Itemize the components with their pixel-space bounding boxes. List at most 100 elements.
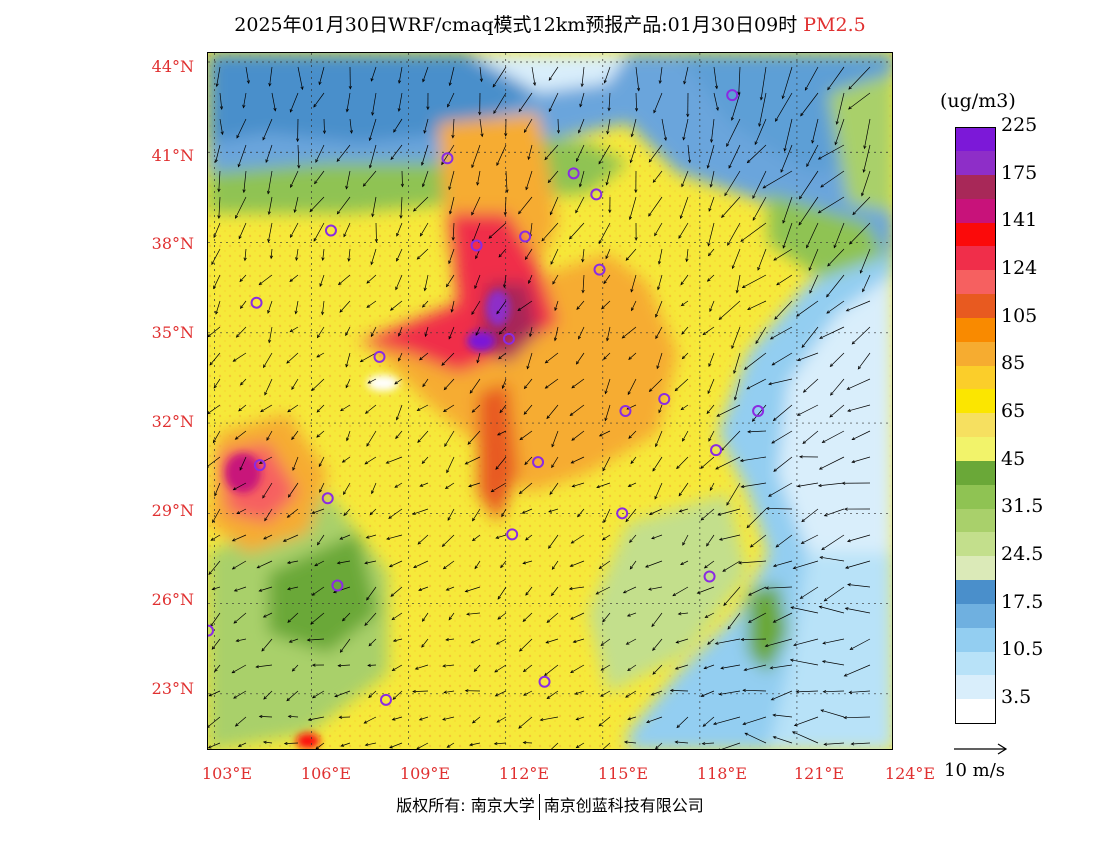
city-marker[interactable]	[726, 89, 739, 102]
city-marker[interactable]	[710, 444, 723, 457]
wind-arrow	[631, 300, 637, 312]
wind-arrow	[234, 716, 247, 727]
city-marker[interactable]	[321, 492, 334, 505]
wind-arrow	[797, 352, 819, 362]
wind-arrow	[634, 92, 639, 112]
wind-arrow	[726, 482, 741, 506]
wind-arrow	[231, 664, 247, 674]
wind-arrow	[578, 326, 585, 340]
wind-arrow	[264, 378, 273, 396]
wind-arrow	[603, 274, 611, 285]
city-marker[interactable]	[506, 528, 519, 541]
colorbar-swatch	[955, 532, 995, 557]
city-marker[interactable]	[470, 239, 483, 252]
wind-arrow	[268, 66, 273, 87]
wind-arrow	[416, 404, 429, 411]
wind-arrow	[419, 482, 429, 487]
wind-arrow	[469, 378, 481, 394]
wind-arrow	[658, 404, 663, 414]
city-marker[interactable]	[619, 405, 632, 418]
wind-arrow	[603, 508, 611, 524]
wind-arrow	[598, 560, 611, 570]
city-marker[interactable]	[593, 263, 606, 276]
wind-arrow	[291, 664, 299, 672]
wind-arrow	[707, 638, 715, 645]
colorbar-swatch	[955, 317, 995, 342]
wind-arrow	[213, 274, 221, 290]
city-marker[interactable]	[532, 456, 545, 469]
city-marker[interactable]	[253, 459, 266, 472]
wind-arrow	[569, 404, 585, 416]
lon-label: 103°E	[201, 764, 253, 783]
wind-arrow	[681, 352, 689, 360]
wind-arrow	[850, 742, 871, 746]
wind-arrow	[473, 664, 481, 672]
city-marker[interactable]	[331, 579, 344, 592]
wind-arrow	[771, 430, 793, 444]
city-marker[interactable]	[538, 675, 551, 688]
wind-arrow	[311, 508, 325, 514]
city-marker[interactable]	[590, 188, 603, 201]
wind-vectors	[208, 66, 871, 749]
wind-arrow	[817, 482, 845, 488]
wind-arrow	[524, 248, 533, 261]
wind-arrow	[827, 66, 845, 91]
colorbar-swatch	[955, 222, 995, 247]
wind-arrow	[844, 507, 871, 511]
wind-arrow	[799, 170, 819, 200]
wind-arrow	[845, 300, 871, 312]
wind-arrow	[261, 638, 273, 652]
wind-arrow	[630, 456, 637, 465]
city-marker[interactable]	[441, 152, 454, 165]
colorbar-tick-label: 31.5	[1001, 495, 1044, 518]
wind-arrow	[448, 196, 455, 215]
wind-arrow	[287, 586, 299, 591]
wind-arrow	[289, 92, 299, 113]
pm25-forecast-map[interactable]	[207, 52, 893, 750]
wind-arrow	[442, 716, 455, 721]
wind-arrow	[628, 430, 637, 439]
wind-arrow	[419, 222, 429, 237]
wind-arrow	[398, 352, 403, 362]
wind-arrow	[851, 326, 871, 345]
city-marker[interactable]	[567, 167, 580, 180]
wind-arrow	[626, 612, 637, 617]
wind-arrow	[505, 170, 509, 194]
wind-arrow	[366, 300, 377, 308]
wind-arrow	[362, 170, 377, 187]
city-marker[interactable]	[519, 230, 532, 243]
city-marker[interactable]	[502, 332, 515, 345]
wind-arrow	[746, 144, 767, 164]
wind-arrow	[598, 430, 611, 437]
city-marker[interactable]	[208, 624, 214, 637]
city-marker[interactable]	[373, 350, 386, 363]
city-marker[interactable]	[250, 296, 263, 309]
wind-arrow	[371, 92, 377, 116]
wind-arrow	[367, 663, 377, 667]
city-marker[interactable]	[658, 392, 671, 405]
wind-arrow	[468, 482, 481, 488]
wind-arrow	[648, 196, 663, 217]
wind-arrow	[321, 248, 325, 262]
wind-arrow	[265, 144, 273, 164]
wind-arrow	[819, 556, 845, 562]
wind-arrow	[733, 352, 741, 375]
city-marker[interactable]	[616, 507, 629, 520]
title-main: 2025年01月30日WRF/cmaq模式12km预报产品:01月30日09时	[234, 14, 798, 36]
wind-arrow	[578, 170, 585, 188]
wind-arrow	[417, 430, 429, 443]
city-marker[interactable]	[324, 224, 337, 237]
wind-arrow	[365, 534, 377, 539]
city-marker[interactable]	[703, 570, 716, 583]
city-marker[interactable]	[752, 405, 765, 418]
wind-arrow	[496, 716, 507, 723]
wind-arrow	[442, 560, 455, 570]
wind-arrow	[796, 300, 819, 317]
wind-arrow	[263, 690, 273, 700]
wind-arrow	[707, 378, 715, 395]
wind-arrow	[443, 378, 455, 391]
wind-arrow	[309, 196, 325, 213]
wind-arrow	[321, 300, 325, 316]
wind-arrow	[286, 560, 299, 565]
city-marker[interactable]	[379, 693, 392, 706]
